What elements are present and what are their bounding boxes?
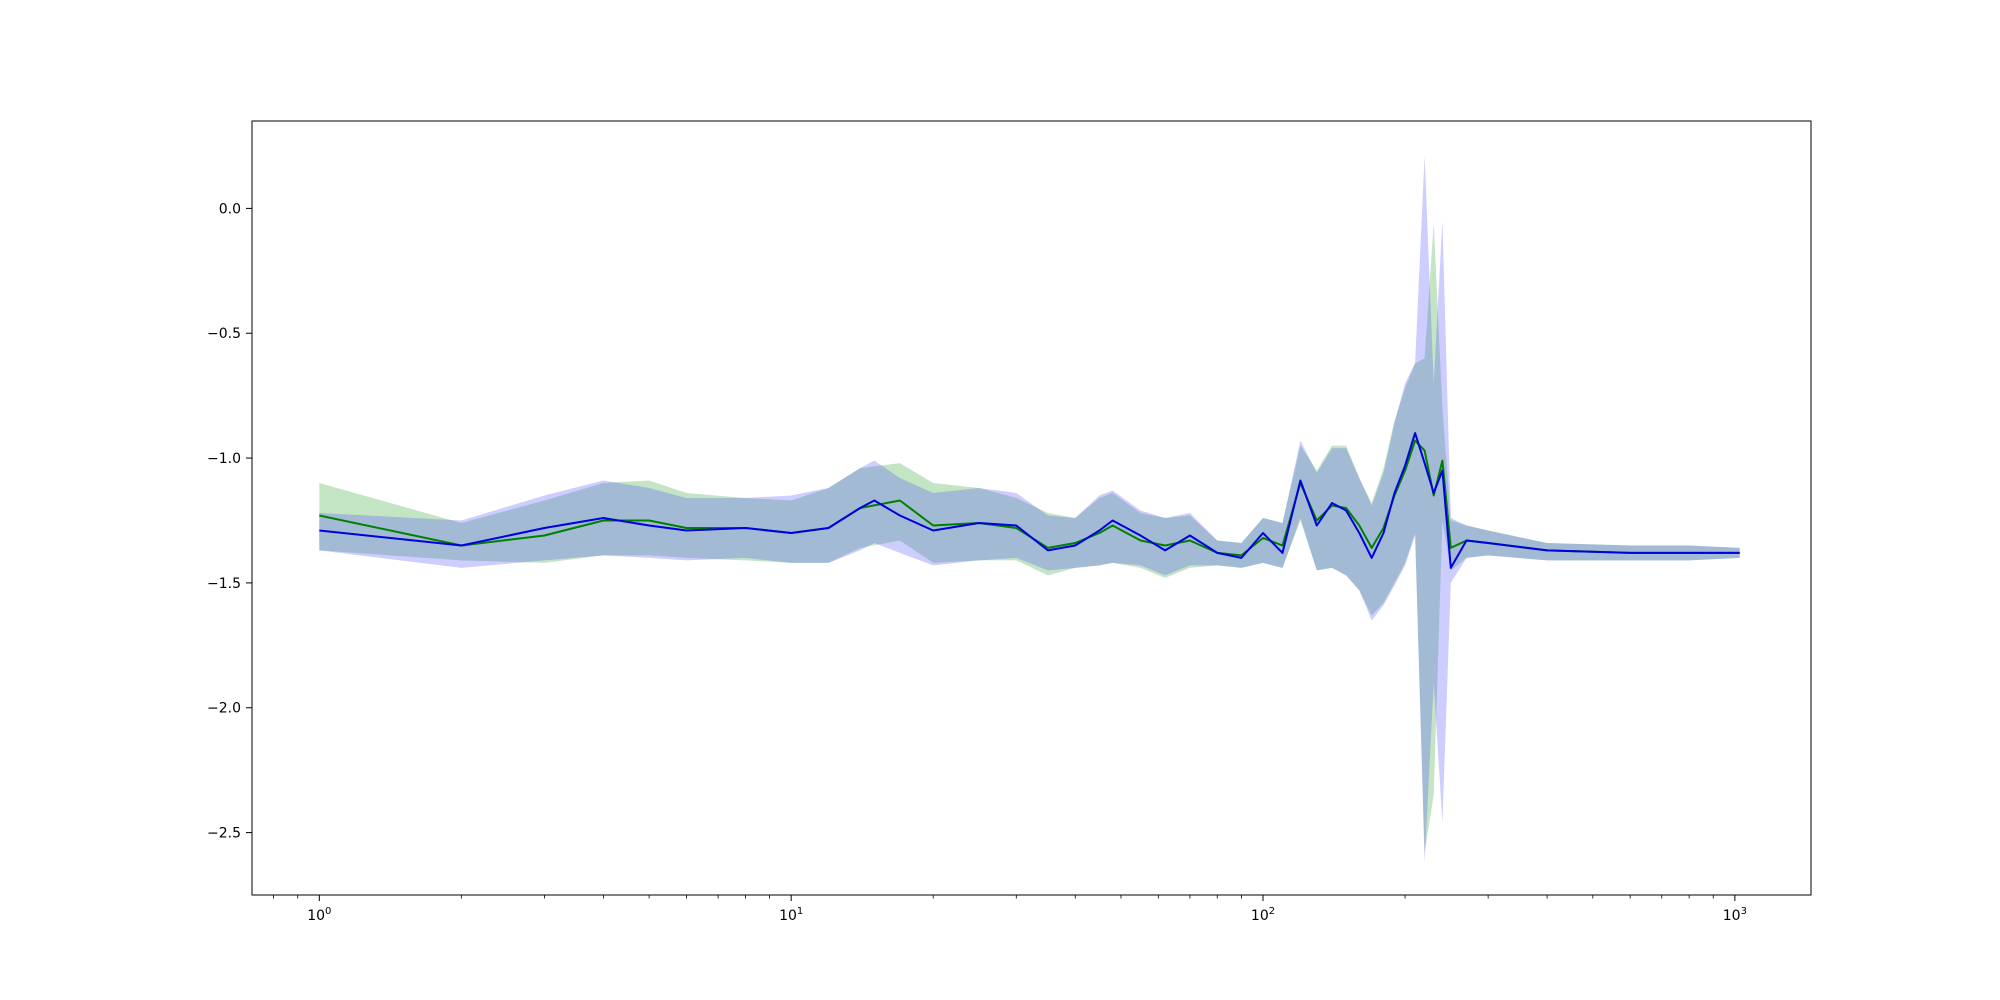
x-tick-label: 102 <box>1251 906 1275 924</box>
y-tick-label: −1.0 <box>207 451 241 467</box>
y-tick-label: 0.0 <box>219 201 241 217</box>
series-1-band <box>319 223 1740 853</box>
y-tick-label: −2.5 <box>207 826 241 842</box>
confidence-bands <box>319 156 1740 863</box>
series-2-band <box>319 156 1740 863</box>
x-tick-label: 103 <box>1723 906 1747 924</box>
y-tick-label: −0.5 <box>207 326 241 342</box>
plot-frame <box>251 120 1812 896</box>
y-tick-label: −1.5 <box>207 576 241 592</box>
series-2-line <box>319 432 1740 569</box>
x-tick-label: 101 <box>779 906 803 924</box>
y-axis-ticks: 0.0 −0.5 −1.0 −1.5 −2.0 −2.5 <box>207 201 252 842</box>
y-tick-label: −2.0 <box>207 701 241 717</box>
x-tick-label: 100 <box>307 906 331 924</box>
x-axis-ticks: 100 101 102 103 <box>273 895 1747 924</box>
series-lines <box>319 432 1740 569</box>
